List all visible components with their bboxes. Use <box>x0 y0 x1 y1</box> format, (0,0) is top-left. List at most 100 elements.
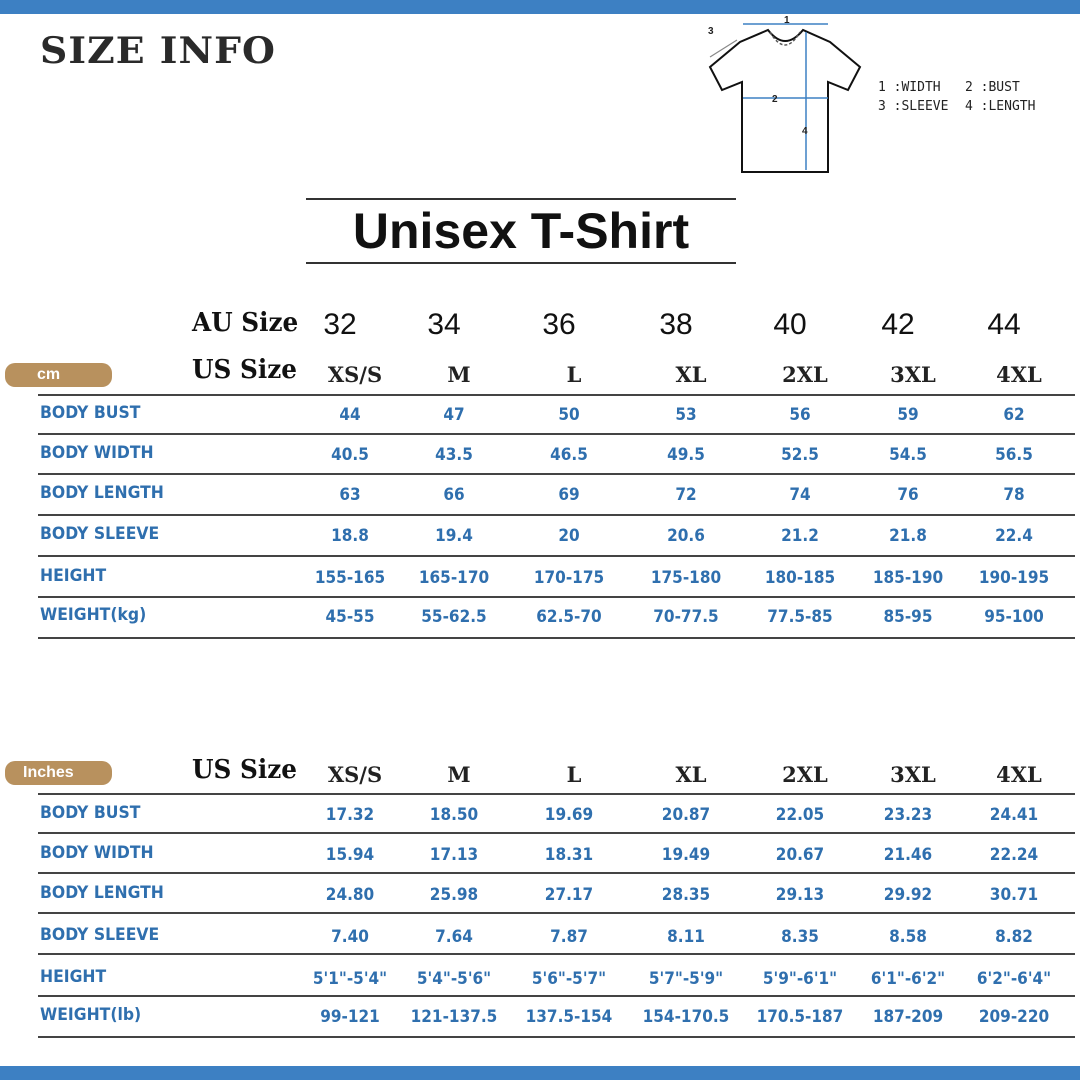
us-size-label: US Size <box>192 755 297 785</box>
divider <box>38 995 1075 997</box>
table-cell: 5'4"-5'6" <box>416 969 492 989</box>
divider <box>38 433 1075 435</box>
table-cell: 8.11 <box>667 927 705 947</box>
table-cell: 29.92 <box>883 885 933 905</box>
table-cell: 54.5 <box>889 445 927 465</box>
au-size: 32 <box>323 308 357 341</box>
table-cell: 6'2"-6'4" <box>976 969 1052 989</box>
table-cell: 25.98 <box>429 885 479 905</box>
table-cell: 95-100 <box>984 607 1044 627</box>
au-size: 40 <box>773 308 807 341</box>
row-label: BODY BUST <box>40 403 141 423</box>
table-cell: 22.4 <box>995 526 1033 546</box>
table-cell: 66 <box>443 485 465 505</box>
table-cell: 8.35 <box>781 927 819 947</box>
table-cell: 17.32 <box>325 805 375 825</box>
us-size: 4XL <box>996 362 1042 387</box>
us-size: XS/S <box>327 362 383 387</box>
us-size: L <box>566 762 582 787</box>
divider <box>38 832 1075 834</box>
table-cell: 19.4 <box>435 526 473 546</box>
table-cell: 20 <box>558 526 580 546</box>
divider <box>38 473 1075 475</box>
product-banner: Unisex T-Shirt <box>306 198 736 264</box>
table-cell: 165-170 <box>418 568 490 588</box>
table-cell: 56.5 <box>995 445 1033 465</box>
us-size: 4XL <box>996 762 1042 787</box>
table-cell: 170-175 <box>533 568 605 588</box>
table-cell: 49.5 <box>667 445 705 465</box>
table-cell: 62 <box>1003 405 1025 425</box>
divider <box>38 793 1075 795</box>
table-cell: 77.5-85 <box>767 607 833 627</box>
legend-width: 1 :WIDTH <box>878 80 941 95</box>
table-cell: 15.94 <box>325 845 375 865</box>
table-cell: 52.5 <box>781 445 819 465</box>
row-label: BODY BUST <box>40 803 141 823</box>
divider <box>38 394 1075 396</box>
table-cell: 121-137.5 <box>410 1007 498 1027</box>
row-label: WEIGHT(lb) <box>40 1005 142 1025</box>
table-cell: 137.5-154 <box>525 1007 613 1027</box>
table-cell: 155-165 <box>314 568 386 588</box>
tshirt-diagram-icon: 1 2 3 4 <box>708 15 862 173</box>
table-cell: 18.8 <box>331 526 369 546</box>
table-cell: 50 <box>558 405 580 425</box>
table-cell: 20.87 <box>661 805 711 825</box>
table-cell: 170.5-187 <box>756 1007 844 1027</box>
table-cell: 5'6"-5'7" <box>531 969 607 989</box>
unit-badge-inches: Inches <box>5 761 112 785</box>
table-cell: 56 <box>789 405 811 425</box>
divider <box>38 1036 1075 1038</box>
au-size: 42 <box>881 308 915 341</box>
table-cell: 175-180 <box>650 568 722 588</box>
table-cell: 24.80 <box>325 885 375 905</box>
legend-bust: 2 :BUST <box>965 80 1020 95</box>
table-cell: 30.71 <box>989 885 1039 905</box>
table-cell: 47 <box>443 405 465 425</box>
table-cell: 53 <box>675 405 697 425</box>
row-label: HEIGHT <box>40 566 107 586</box>
divider <box>38 514 1075 516</box>
us-size-label: US Size <box>192 355 297 385</box>
table-cell: 99-121 <box>320 1007 380 1027</box>
us-size: 3XL <box>890 362 936 387</box>
table-cell: 46.5 <box>550 445 588 465</box>
table-cell: 62.5-70 <box>536 607 602 627</box>
diagram-label-2: 2 <box>772 94 778 105</box>
table-cell: 7.87 <box>550 927 588 947</box>
divider <box>38 912 1075 914</box>
au-size-label: AU Size <box>192 308 299 338</box>
divider <box>38 872 1075 874</box>
table-cell: 21.46 <box>883 845 933 865</box>
table-cell: 21.2 <box>781 526 819 546</box>
row-label: BODY SLEEVE <box>40 925 160 945</box>
legend-length: 4 :LENGTH <box>965 99 1036 114</box>
table-cell: 72 <box>675 485 697 505</box>
us-size: M <box>447 762 471 787</box>
table-cell: 44 <box>339 405 361 425</box>
row-label: HEIGHT <box>40 967 107 987</box>
unit-badge-cm: cm <box>5 363 112 387</box>
table-cell: 154-170.5 <box>642 1007 730 1027</box>
table-cell: 20.67 <box>775 845 825 865</box>
table-cell: 74 <box>789 485 811 505</box>
us-size: 2XL <box>782 762 828 787</box>
divider <box>38 596 1075 598</box>
table-cell: 28.35 <box>661 885 711 905</box>
divider <box>38 555 1075 557</box>
bottom-bar <box>0 1066 1080 1080</box>
table-cell: 21.8 <box>889 526 927 546</box>
table-cell: 209-220 <box>978 1007 1050 1027</box>
au-size: 38 <box>659 308 693 341</box>
table-cell: 45-55 <box>325 607 375 627</box>
table-cell: 18.50 <box>429 805 479 825</box>
diagram-label-1: 1 <box>784 15 790 26</box>
table-cell: 180-185 <box>764 568 836 588</box>
divider <box>38 953 1075 955</box>
table-cell: 185-190 <box>872 568 944 588</box>
us-size: XL <box>675 362 707 387</box>
legend-sleeve: 3 :SLEEVE <box>878 99 949 114</box>
table-cell: 5'9"-6'1" <box>762 969 838 989</box>
table-cell: 85-95 <box>883 607 933 627</box>
